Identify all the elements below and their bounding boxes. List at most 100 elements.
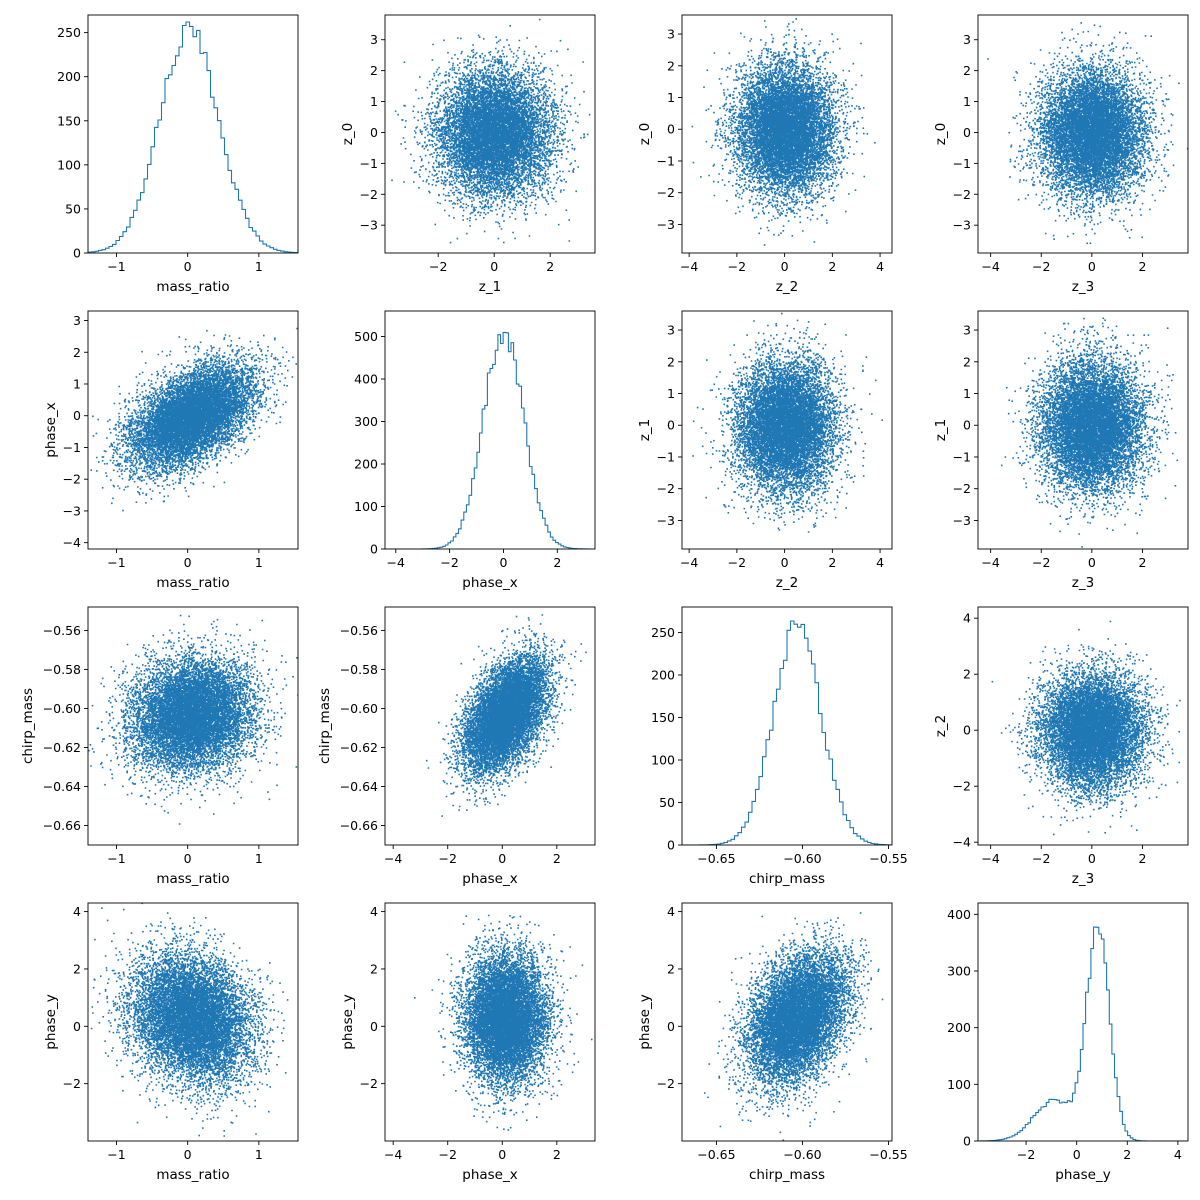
subplot-r3c3-ytick-label-1: 100: [947, 1077, 971, 1092]
subplot-r2c2-ytick-label-4: 200: [651, 668, 675, 683]
subplot-r3c1-xtick-label-3: 2: [553, 1147, 561, 1162]
subplot-r1c1-histogram-step: [385, 332, 595, 549]
subplot-r2c0-plot-area: [83, 615, 319, 825]
subplot-r2c0-ytick-label-0: −0.66: [43, 818, 81, 833]
subplot-r1c2-ytick-label-0: −3: [657, 513, 675, 528]
subplot-r1c1-ytick-label-1: 100: [354, 499, 378, 514]
subplot-r1c3-xtick-label-1: −2: [1032, 555, 1050, 570]
subplot-r1c3-ytick-label-4: 1: [963, 386, 971, 401]
subplot-r0c0-xtick-label-2: 1: [255, 259, 263, 274]
subplot-r3c2-plot-area: [704, 889, 883, 1141]
subplot-r1c0-xtick-label-2: 1: [255, 555, 263, 570]
subplot-r2c0-ylabel: chirp_mass: [20, 688, 36, 764]
subplot-r1c2-ytick-label-1: −2: [657, 481, 675, 496]
subplot-r0c0-ytick-label-5: 250: [57, 25, 81, 40]
subplot-r0c0-histogram-step: [88, 22, 298, 253]
subplot-r2c3-xtick-label-0: −4: [981, 851, 999, 866]
subplot-r2c2-ytick-label-2: 100: [651, 753, 675, 768]
subplot-r2c0-xlabel: mass_ratio: [156, 871, 229, 887]
subplot-r1c2-xtick-label-2: 0: [781, 555, 789, 570]
subplot-r2c0-ytick-label-2: −0.62: [43, 740, 81, 755]
subplot-r2c3-xtick-label-3: 2: [1138, 851, 1146, 866]
subplot-r1c1-xlabel: phase_x: [462, 575, 517, 591]
subplot-r3c3-xtick-label-0: −2: [1017, 1147, 1035, 1162]
subplot-r1c2-xtick-label-0: −4: [680, 555, 698, 570]
subplot-r1c3-points: [1001, 304, 1178, 548]
subplot-r2c1-ytick-label-1: −0.64: [340, 779, 378, 794]
subplot-r0c2-ytick-label-4: 1: [667, 90, 675, 105]
subplot-r0c2-ylabel: z_0: [637, 123, 653, 145]
subplot-r0c3-xtick-label-1: −2: [1032, 259, 1050, 274]
subplot-r1c0-ytick-label-0: −4: [63, 535, 81, 550]
subplot-r0c0-ytick-label-3: 150: [57, 113, 81, 128]
subplot-r2c0-ytick-label-4: −0.58: [43, 662, 81, 677]
subplot-r2c0-ytick-label-5: −0.56: [43, 623, 81, 638]
subplot-r0c1-ytick-label-5: 2: [370, 63, 378, 78]
subplot-r0c1-ytick-label-0: −3: [360, 218, 378, 233]
subplot-r2c2-ytick-label-0: 0: [667, 838, 675, 853]
subplot-r2c2-ytick-label-5: 250: [651, 625, 675, 640]
subplot-r0c0-frame: [88, 15, 298, 253]
subplot-r3c1-ytick-label-3: 4: [370, 904, 378, 919]
subplot-r2c1-plot-area: [426, 599, 587, 817]
subplot-r3c0-ytick-label-2: 2: [73, 961, 81, 976]
subplot-r0c0-xtick-label-1: 0: [184, 259, 192, 274]
subplot-r3c0-xtick-label-2: 1: [255, 1147, 263, 1162]
subplot-r1c1-ytick-label-4: 400: [354, 372, 378, 387]
subplot-r1c0-ytick-label-1: −3: [63, 503, 81, 518]
subplot-r1c3-xtick-label-3: 2: [1138, 555, 1146, 570]
subplot-r2c0-xtick-label-2: 1: [255, 851, 263, 866]
subplot-r2c2-plot-area: [682, 621, 892, 845]
subplot-r3c0-ytick-label-1: 0: [73, 1019, 81, 1034]
subplot-r1c2-ytick-label-3: 0: [667, 418, 675, 433]
subplot-r0c1-xtick-label-0: −2: [429, 259, 447, 274]
subplot-r0c1-plot-area: [391, 19, 598, 244]
subplot-r0c3-ytick-label-3: 0: [963, 125, 971, 140]
subplot-r2c3-xtick-label-1: −2: [1032, 851, 1050, 866]
subplot-r2c0-xtick-label-0: −1: [107, 851, 125, 866]
subplot-r1c0-ytick-label-3: −1: [63, 440, 81, 455]
subplot-r1c0-ytick-label-2: −2: [63, 472, 81, 487]
subplot-r3c3-xtick-label-3: 4: [1174, 1147, 1182, 1162]
subplot-r1c2-ytick-label-5: 2: [667, 354, 675, 369]
subplot-r2c1: −4 −2 0 2−0.66−0.64−0.62−0.60−0.58−0.56phas…: [317, 599, 595, 888]
subplot-r3c0-xtick-label-0: −1: [107, 1147, 125, 1162]
subplot-r2c1-xtick-label-2: 0: [498, 851, 506, 866]
subplot-r2c3-ytick-label-1: −2: [953, 779, 971, 794]
subplot-r1c1-ytick-label-3: 300: [354, 414, 378, 429]
subplot-r1c1-ytick-label-0: 0: [370, 542, 378, 557]
subplot-r0c1-ytick-label-4: 1: [370, 94, 378, 109]
subplot-r0c2-xlabel: z_2: [776, 279, 798, 295]
subplot-r0c2-plot-area: [692, 18, 876, 246]
subplot-r3c3-plot-area: [978, 927, 1188, 1141]
subplot-r2c0-xtick-label-1: 0: [184, 851, 192, 866]
subplot-r0c3-ytick-label-2: −1: [953, 156, 971, 171]
subplot-r0c3-ytick-label-4: 1: [963, 94, 971, 109]
subplot-r3c1-points: [414, 915, 593, 1152]
subplot-r2c0-points: [83, 615, 319, 825]
subplot-r0c2-ytick-label-2: −1: [657, 153, 675, 168]
subplot-r1c3-ytick-label-3: 0: [963, 418, 971, 433]
subplot-r3c3-xtick-label-2: 2: [1123, 1147, 1131, 1162]
subplot-r1c0-ytick-label-4: 0: [73, 408, 81, 423]
subplot-r3c0-points: [59, 890, 288, 1136]
subplot-r0c3-ytick-label-1: −2: [953, 187, 971, 202]
subplot-r0c1-ytick-label-3: 0: [370, 125, 378, 140]
subplot-r0c2-points: [692, 18, 876, 246]
subplot-r3c0-xtick-label-1: 0: [184, 1147, 192, 1162]
subplot-r3c1-plot-area: [414, 915, 593, 1152]
subplot-r2c2-ytick-label-3: 150: [651, 710, 675, 725]
subplot-r2c2-histogram-step: [682, 621, 892, 845]
subplot-r2c1-points: [426, 599, 587, 817]
subplot-r2c2-xtick-label-2: −0.55: [869, 851, 907, 866]
subplot-r0c0-ytick-label-4: 200: [57, 69, 81, 84]
subplot-r3c1-ytick-label-1: 0: [370, 1019, 378, 1034]
